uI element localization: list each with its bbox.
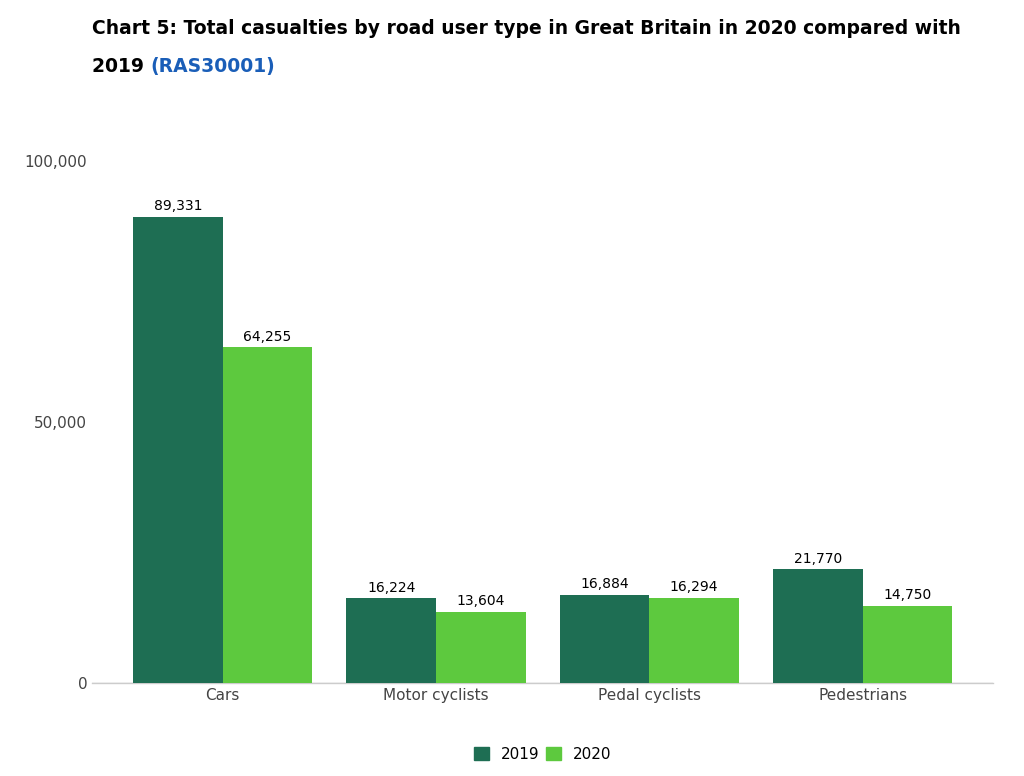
Legend: 2019, 2020: 2019, 2020 xyxy=(469,742,616,767)
Text: 2019: 2019 xyxy=(92,57,151,75)
Text: 16,884: 16,884 xyxy=(581,577,629,591)
Text: (RAS30001): (RAS30001) xyxy=(151,57,275,75)
Text: 21,770: 21,770 xyxy=(794,552,842,566)
Text: 89,331: 89,331 xyxy=(154,199,202,213)
Bar xyxy=(133,217,222,683)
Bar xyxy=(649,598,739,683)
Bar xyxy=(560,594,649,683)
Bar xyxy=(773,570,862,683)
Text: 13,604: 13,604 xyxy=(457,594,505,608)
Text: Chart 5: Total casualties by road user type in Great Britain in 2020 compared wi: Chart 5: Total casualties by road user t… xyxy=(92,19,962,38)
Bar xyxy=(436,611,525,683)
Bar xyxy=(222,348,312,683)
Text: 14,750: 14,750 xyxy=(884,588,932,602)
Bar xyxy=(346,598,436,683)
Text: 16,224: 16,224 xyxy=(367,580,416,594)
Text: 64,255: 64,255 xyxy=(244,330,292,344)
Text: 16,294: 16,294 xyxy=(670,580,719,594)
Bar xyxy=(862,606,952,683)
